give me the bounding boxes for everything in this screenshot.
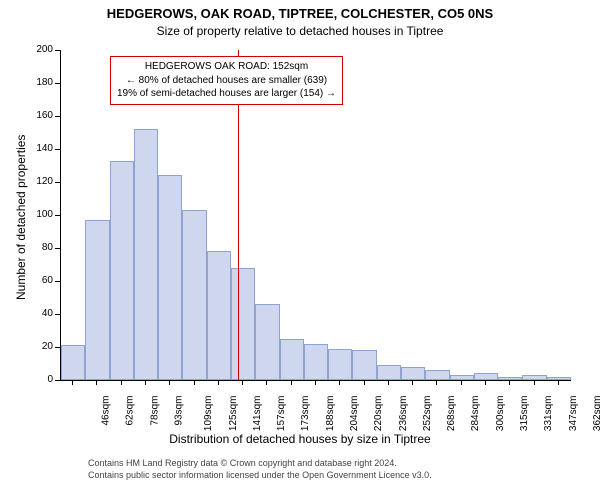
x-tick bbox=[315, 380, 316, 385]
y-tick bbox=[55, 314, 60, 315]
x-tick bbox=[461, 380, 462, 385]
histogram-bar bbox=[401, 367, 425, 380]
histogram-bar bbox=[498, 377, 522, 380]
x-tick-label: 284sqm bbox=[471, 396, 482, 432]
y-tick bbox=[55, 83, 60, 84]
x-tick bbox=[169, 380, 170, 385]
x-tick-label: 125sqm bbox=[228, 396, 239, 432]
y-tick-label: 200 bbox=[27, 44, 53, 55]
x-tick-label: 62sqm bbox=[125, 396, 136, 426]
y-tick-label: 100 bbox=[27, 209, 53, 220]
x-tick-label: 347sqm bbox=[568, 396, 579, 432]
x-tick bbox=[266, 380, 267, 385]
x-tick-label: 220sqm bbox=[373, 396, 384, 432]
y-tick bbox=[55, 347, 60, 348]
y-tick bbox=[55, 182, 60, 183]
histogram-bar bbox=[547, 377, 571, 380]
x-tick bbox=[72, 380, 73, 385]
x-tick bbox=[436, 380, 437, 385]
histogram-bar bbox=[207, 251, 231, 380]
x-tick bbox=[145, 380, 146, 385]
x-tick-label: 331sqm bbox=[543, 396, 554, 432]
histogram-bar bbox=[377, 365, 401, 380]
x-tick-label: 315sqm bbox=[519, 396, 530, 432]
x-tick-label: 93sqm bbox=[174, 396, 185, 426]
y-tick-label: 60 bbox=[27, 275, 53, 286]
y-tick bbox=[55, 281, 60, 282]
chart-container: { "layout": { "canvas_width": 600, "canv… bbox=[0, 0, 600, 500]
histogram-bar bbox=[522, 375, 546, 380]
y-axis-label: Number of detached properties bbox=[14, 135, 28, 300]
x-tick-label: 268sqm bbox=[446, 396, 457, 432]
x-tick-label: 157sqm bbox=[276, 396, 287, 432]
x-tick bbox=[121, 380, 122, 385]
annotation-line: ← 80% of detached houses are smaller (63… bbox=[117, 74, 336, 88]
x-tick-label: 362sqm bbox=[592, 396, 600, 432]
y-tick bbox=[55, 215, 60, 216]
x-tick-label: 141sqm bbox=[252, 396, 263, 432]
histogram-bar bbox=[110, 161, 134, 380]
histogram-bar bbox=[158, 175, 182, 380]
x-tick bbox=[291, 380, 292, 385]
y-tick-label: 80 bbox=[27, 242, 53, 253]
y-tick-label: 20 bbox=[27, 341, 53, 352]
y-tick bbox=[55, 248, 60, 249]
histogram-bar bbox=[231, 268, 255, 380]
x-tick-label: 109sqm bbox=[203, 396, 214, 432]
y-tick bbox=[55, 380, 60, 381]
histogram-bar bbox=[255, 304, 279, 380]
y-tick bbox=[55, 50, 60, 51]
x-tick bbox=[412, 380, 413, 385]
x-tick-label: 252sqm bbox=[422, 396, 433, 432]
x-tick bbox=[485, 380, 486, 385]
x-tick bbox=[242, 380, 243, 385]
footer-line: Contains HM Land Registry data © Crown c… bbox=[88, 458, 432, 470]
histogram-bar bbox=[450, 375, 474, 380]
y-tick-label: 40 bbox=[27, 308, 53, 319]
histogram-bar bbox=[425, 370, 449, 380]
x-tick bbox=[218, 380, 219, 385]
footer-line: Contains public sector information licen… bbox=[88, 470, 432, 482]
histogram-bar bbox=[61, 345, 85, 380]
x-tick-label: 204sqm bbox=[349, 396, 360, 432]
footer-attribution: Contains HM Land Registry data © Crown c… bbox=[88, 458, 432, 481]
x-tick-label: 188sqm bbox=[325, 396, 336, 432]
y-tick bbox=[55, 116, 60, 117]
x-tick bbox=[339, 380, 340, 385]
histogram-bar bbox=[474, 373, 498, 380]
histogram-bar bbox=[280, 339, 304, 380]
x-tick-label: 173sqm bbox=[301, 396, 312, 432]
x-tick-label: 46sqm bbox=[101, 396, 112, 426]
histogram-bar bbox=[85, 220, 109, 380]
x-tick-label: 236sqm bbox=[398, 396, 409, 432]
annotation-line: HEDGEROWS OAK ROAD: 152sqm bbox=[117, 60, 336, 74]
x-tick-label: 300sqm bbox=[495, 396, 506, 432]
histogram-bar bbox=[304, 344, 328, 380]
chart-subtitle: Size of property relative to detached ho… bbox=[0, 24, 600, 38]
x-tick bbox=[364, 380, 365, 385]
x-tick bbox=[194, 380, 195, 385]
chart-title: HEDGEROWS, OAK ROAD, TIPTREE, COLCHESTER… bbox=[0, 6, 600, 21]
y-tick bbox=[55, 149, 60, 150]
x-axis-caption: Distribution of detached houses by size … bbox=[0, 432, 600, 446]
x-tick-label: 78sqm bbox=[149, 396, 160, 426]
x-tick bbox=[388, 380, 389, 385]
x-tick bbox=[96, 380, 97, 385]
y-tick-label: 0 bbox=[27, 374, 53, 385]
x-tick bbox=[558, 380, 559, 385]
y-tick-label: 120 bbox=[27, 176, 53, 187]
histogram-bar bbox=[352, 350, 376, 380]
annotation-line: 19% of semi-detached houses are larger (… bbox=[117, 87, 336, 101]
x-tick bbox=[534, 380, 535, 385]
y-tick-label: 160 bbox=[27, 110, 53, 121]
y-tick-label: 180 bbox=[27, 77, 53, 88]
histogram-bar bbox=[134, 129, 158, 380]
histogram-bar bbox=[328, 349, 352, 380]
x-tick bbox=[509, 380, 510, 385]
y-tick-label: 140 bbox=[27, 143, 53, 154]
annotation-box: HEDGEROWS OAK ROAD: 152sqm ← 80% of deta… bbox=[110, 56, 343, 105]
histogram-bar bbox=[182, 210, 206, 380]
